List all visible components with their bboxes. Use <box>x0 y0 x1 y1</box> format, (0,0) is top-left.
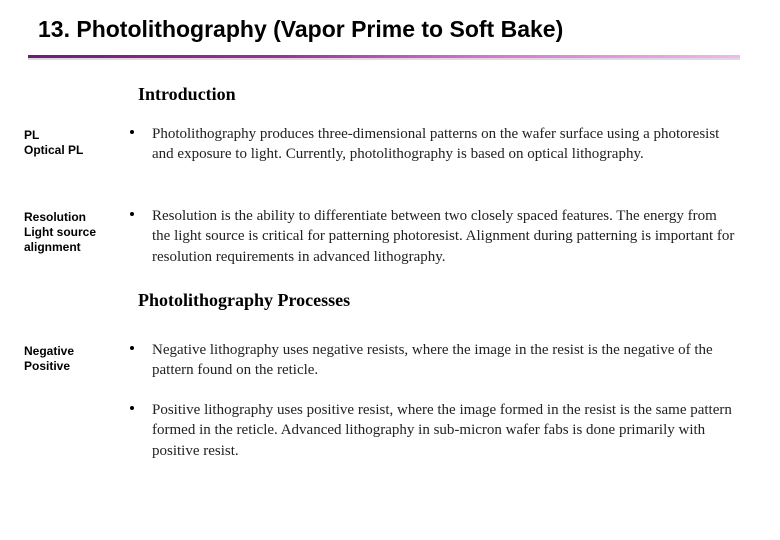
section-heading-introduction: Introduction <box>138 84 236 105</box>
margin-note-pl: PL Optical PL <box>24 128 120 158</box>
bullet-dot-icon <box>130 130 134 134</box>
bullet-text: Positive lithography uses positive resis… <box>152 400 736 461</box>
page-title: 13. Photolithography (Vapor Prime to Sof… <box>38 16 563 43</box>
slide: 13. Photolithography (Vapor Prime to Sof… <box>0 0 780 540</box>
bullet-text: Photolithography produces three-dimensio… <box>152 124 736 165</box>
title-underline <box>28 55 740 60</box>
bullet-item: Negative lithography uses negative resis… <box>130 340 736 381</box>
margin-note-line: PL <box>24 128 120 143</box>
margin-note-line: Positive <box>24 359 120 374</box>
margin-note-line: Resolution <box>24 210 120 225</box>
bullet-dot-icon <box>130 406 134 410</box>
margin-note-line: Light source <box>24 225 120 240</box>
bullet-dot-icon <box>130 346 134 350</box>
bullet-dot-icon <box>130 212 134 216</box>
bullet-item: Photolithography produces three-dimensio… <box>130 124 736 165</box>
margin-note-line: Negative <box>24 344 120 359</box>
bullet-item: Positive lithography uses positive resis… <box>130 400 736 461</box>
bullet-item: Resolution is the ability to differentia… <box>130 206 736 267</box>
section-heading-processes: Photolithography Processes <box>138 290 350 311</box>
bullet-text: Resolution is the ability to differentia… <box>152 206 736 267</box>
margin-note-line: Optical PL <box>24 143 120 158</box>
margin-note-resolution: Resolution Light source alignment <box>24 210 120 255</box>
margin-note-line: alignment <box>24 240 120 255</box>
underline-shadow <box>28 58 740 60</box>
bullet-text: Negative lithography uses negative resis… <box>152 340 736 381</box>
margin-note-negpos: Negative Positive <box>24 344 120 374</box>
